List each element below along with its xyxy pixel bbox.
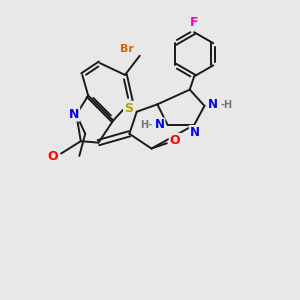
- Text: O: O: [47, 150, 58, 163]
- Text: Br: Br: [120, 44, 134, 54]
- Text: F: F: [190, 16, 198, 29]
- Text: N: N: [208, 98, 218, 111]
- Text: O: O: [170, 134, 180, 147]
- Text: S: S: [124, 102, 133, 115]
- Text: N: N: [154, 118, 164, 131]
- Text: N: N: [190, 126, 200, 139]
- Text: -H: -H: [221, 100, 233, 110]
- Text: N: N: [69, 108, 79, 121]
- Text: H-: H-: [140, 120, 152, 130]
